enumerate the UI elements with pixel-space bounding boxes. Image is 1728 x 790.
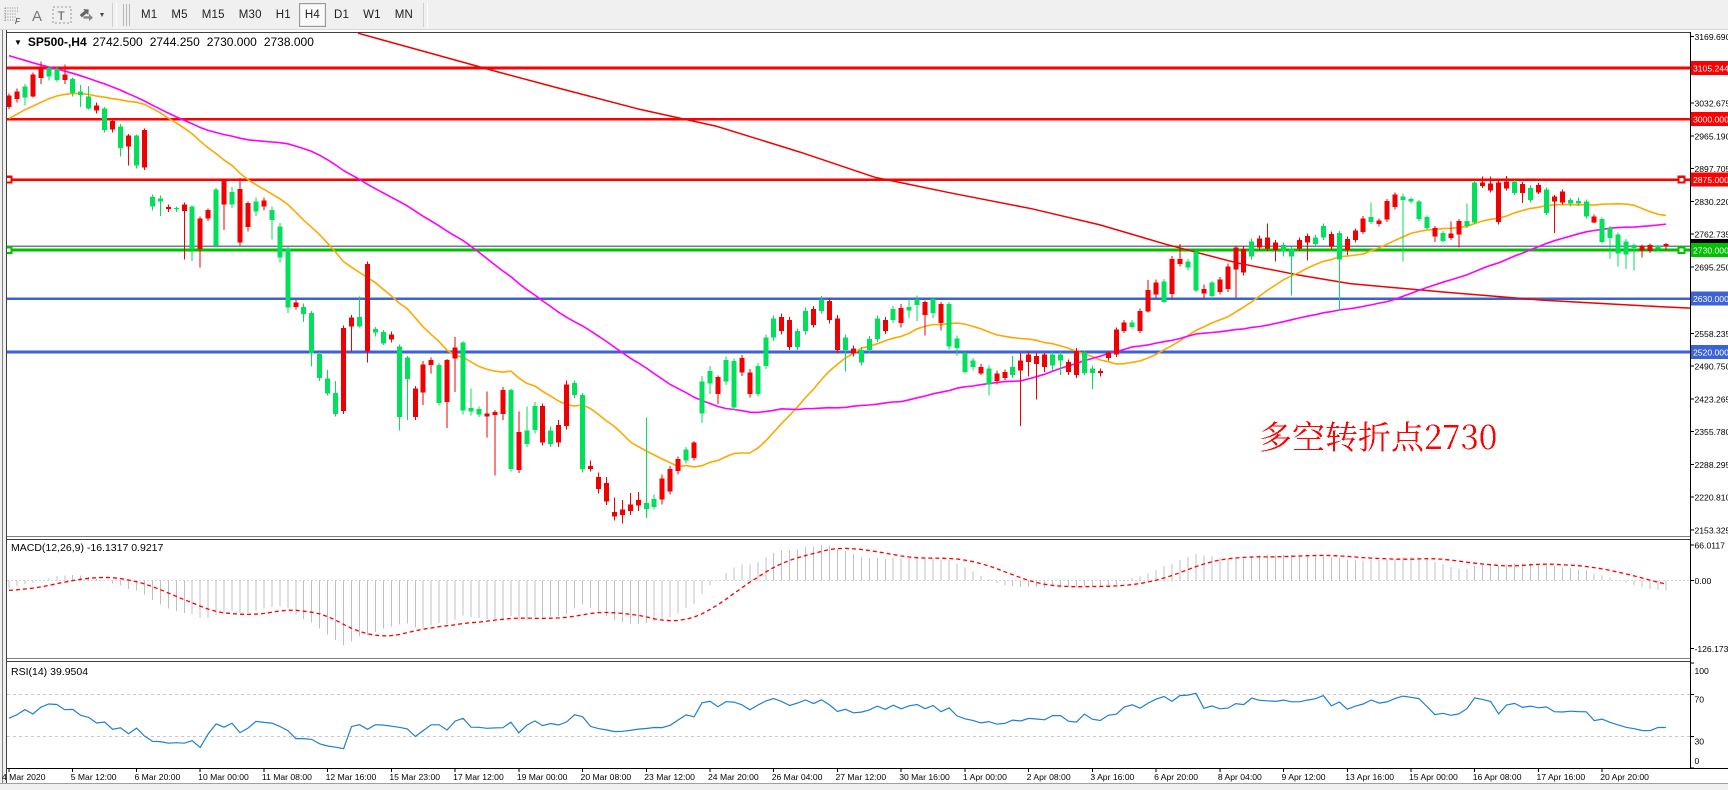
collapse-triangle-icon[interactable]: ▼ [14, 37, 22, 47]
macd-label[interactable]: MACD(12,26,9) -16.1317 0.9217 [11, 542, 163, 554]
svg-text:2558.235: 2558.235 [1695, 329, 1728, 339]
svg-text:3105.244: 3105.244 [1693, 64, 1728, 74]
toolbar-separator [112, 2, 117, 27]
rsi-value: 39.9504 [50, 666, 89, 678]
svg-text:2423.265: 2423.265 [1695, 394, 1728, 404]
svg-text:6 Mar 20:00: 6 Mar 20:00 [134, 772, 180, 782]
timeframe-m15-button[interactable]: M15 [201, 8, 225, 21]
timeframe-h4-button[interactable]: H4 [298, 2, 326, 27]
svg-text:9 Apr 12:00: 9 Apr 12:00 [1282, 772, 1326, 782]
main-plot-layer [7, 33, 1690, 524]
chart-area[interactable]: 3169.690 3032.675 2965.190 2897.705 2830.220… [0, 30, 1728, 790]
axes-layer: 3169.690 3032.675 2965.190 2897.705 2830.220… [2, 32, 1728, 782]
timeframe-m30-button[interactable]: M30 [238, 8, 262, 21]
svg-text:2875.000: 2875.000 [1693, 175, 1728, 185]
svg-text:0.00: 0.00 [1695, 576, 1712, 586]
svg-text:26 Mar 04:00: 26 Mar 04:00 [772, 772, 823, 782]
timeframe-d1-button[interactable]: D1 [333, 8, 350, 21]
svg-text:4 Mar 2020: 4 Mar 2020 [2, 772, 46, 782]
svg-text:A: A [32, 8, 42, 25]
svg-text:2 Apr 08:00: 2 Apr 08:00 [1027, 772, 1071, 782]
svg-text:2355.780: 2355.780 [1695, 427, 1728, 437]
svg-text:1 Apr 00:00: 1 Apr 00:00 [963, 772, 1007, 782]
svg-text:2730.000: 2730.000 [1693, 246, 1728, 256]
high-value: 2744.250 [149, 35, 200, 49]
macd-signal-value: 0.9217 [131, 542, 164, 554]
svg-text:2490.750: 2490.750 [1695, 362, 1728, 372]
svg-text:12 Mar 16:00: 12 Mar 16:00 [326, 772, 377, 782]
svg-text:2830.220: 2830.220 [1695, 197, 1728, 207]
svg-text:3169.690: 3169.690 [1695, 32, 1728, 42]
svg-text:2520.000: 2520.000 [1693, 348, 1728, 358]
close-value: 2738.000 [263, 35, 314, 49]
svg-text:24 Mar 20:00: 24 Mar 20:00 [708, 772, 759, 782]
svg-text:30 Mar 16:00: 30 Mar 16:00 [899, 772, 950, 782]
svg-text:30: 30 [1695, 737, 1705, 747]
svg-text:66.0117: 66.0117 [1695, 540, 1726, 550]
toolbar-separator-2 [423, 2, 429, 27]
svg-text:2153.325: 2153.325 [1695, 525, 1728, 535]
chart-header[interactable]: ▼ SP500-,H4 2742.500 2744.250 2730.000 2… [14, 35, 314, 49]
svg-text:2630.000: 2630.000 [1693, 294, 1728, 304]
macd-params-label: MACD(12,26,9) [11, 542, 84, 554]
rsi-panel-layer [8, 692, 1666, 750]
svg-text:100: 100 [1695, 666, 1710, 676]
svg-text:2897.705: 2897.705 [1695, 164, 1728, 174]
symbol-period-label: SP500-,H4 [27, 35, 87, 49]
toolbar: F A T M1 M5 M15 M30 H1 H4 D1 W1 MN [0, 0, 1728, 30]
svg-text:2288.295: 2288.295 [1695, 460, 1728, 470]
text-box-icon[interactable]: T [50, 3, 74, 27]
svg-text:15 Apr 00:00: 15 Apr 00:00 [1409, 772, 1458, 782]
svg-text:70: 70 [1695, 695, 1705, 705]
svg-text:3 Apr 16:00: 3 Apr 16:00 [1090, 772, 1134, 782]
svg-text:8 Apr 04:00: 8 Apr 04:00 [1218, 772, 1262, 782]
svg-text:3032.675: 3032.675 [1695, 99, 1728, 109]
timeframe-m5-button[interactable]: M5 [171, 8, 188, 21]
svg-text:20 Apr 20:00: 20 Apr 20:00 [1600, 772, 1649, 782]
toolbar-grip-2[interactable] [123, 3, 132, 26]
svg-text:13 Apr 16:00: 13 Apr 16:00 [1345, 772, 1394, 782]
timeframe-m1-button[interactable]: M1 [141, 8, 158, 21]
candles-layer [7, 61, 1669, 524]
svg-text:23 Mar 12:00: 23 Mar 12:00 [644, 772, 695, 782]
timeframe-mn-button[interactable]: MN [394, 8, 414, 21]
svg-text:6 Apr 20:00: 6 Apr 20:00 [1154, 772, 1198, 782]
svg-text:0: 0 [1695, 756, 1700, 766]
open-value: 2742.500 [92, 35, 143, 49]
timeframe-w1-button[interactable]: W1 [363, 8, 381, 21]
svg-text:2762.735: 2762.735 [1695, 230, 1728, 240]
svg-text:11 Mar 08:00: 11 Mar 08:00 [262, 772, 312, 782]
low-value: 2730.000 [206, 35, 257, 49]
rsi-label[interactable]: RSI(14) 39.9504 [11, 666, 88, 678]
ohlc-values: 2742.500 2744.250 2730.000 2738.000 [93, 35, 314, 49]
svg-text:17 Mar 12:00: 17 Mar 12:00 [453, 772, 504, 782]
svg-text:5 Mar 12:00: 5 Mar 12:00 [71, 772, 117, 782]
cycle-arrows-icon[interactable] [76, 3, 108, 27]
svg-text:T: T [58, 9, 66, 23]
svg-text:19 Mar 00:00: 19 Mar 00:00 [517, 772, 568, 782]
svg-text:2965.190: 2965.190 [1695, 131, 1728, 141]
svg-text:10 Mar 00:00: 10 Mar 00:00 [198, 772, 249, 782]
svg-text:F: F [15, 17, 21, 25]
svg-text:2220.810: 2220.810 [1695, 493, 1728, 503]
svg-text:27 Mar 12:00: 27 Mar 12:00 [835, 772, 886, 782]
macd-panel-layer [7, 544, 1690, 646]
svg-text:3000.000: 3000.000 [1693, 115, 1728, 125]
rsi-params-label: RSI(14) [11, 666, 48, 678]
text-label-icon[interactable]: A [26, 3, 48, 27]
svg-text:16 Apr 08:00: 16 Apr 08:00 [1473, 772, 1522, 782]
fib-grid-icon[interactable]: F [2, 3, 24, 27]
price-chart-canvas[interactable]: 3169.690 3032.675 2965.190 2897.705 2830.220… [0, 30, 1728, 790]
timeframe-h1-button[interactable]: H1 [275, 8, 291, 21]
svg-text:17 Apr 16:00: 17 Apr 16:00 [1536, 772, 1585, 782]
svg-text:15 Mar 23:00: 15 Mar 23:00 [389, 772, 440, 782]
svg-text:20 Mar 08:00: 20 Mar 08:00 [581, 772, 632, 782]
svg-text:-126.173: -126.173 [1695, 644, 1728, 654]
svg-text:2695.250: 2695.250 [1695, 262, 1728, 272]
macd-main-value: -16.1317 [86, 542, 129, 554]
